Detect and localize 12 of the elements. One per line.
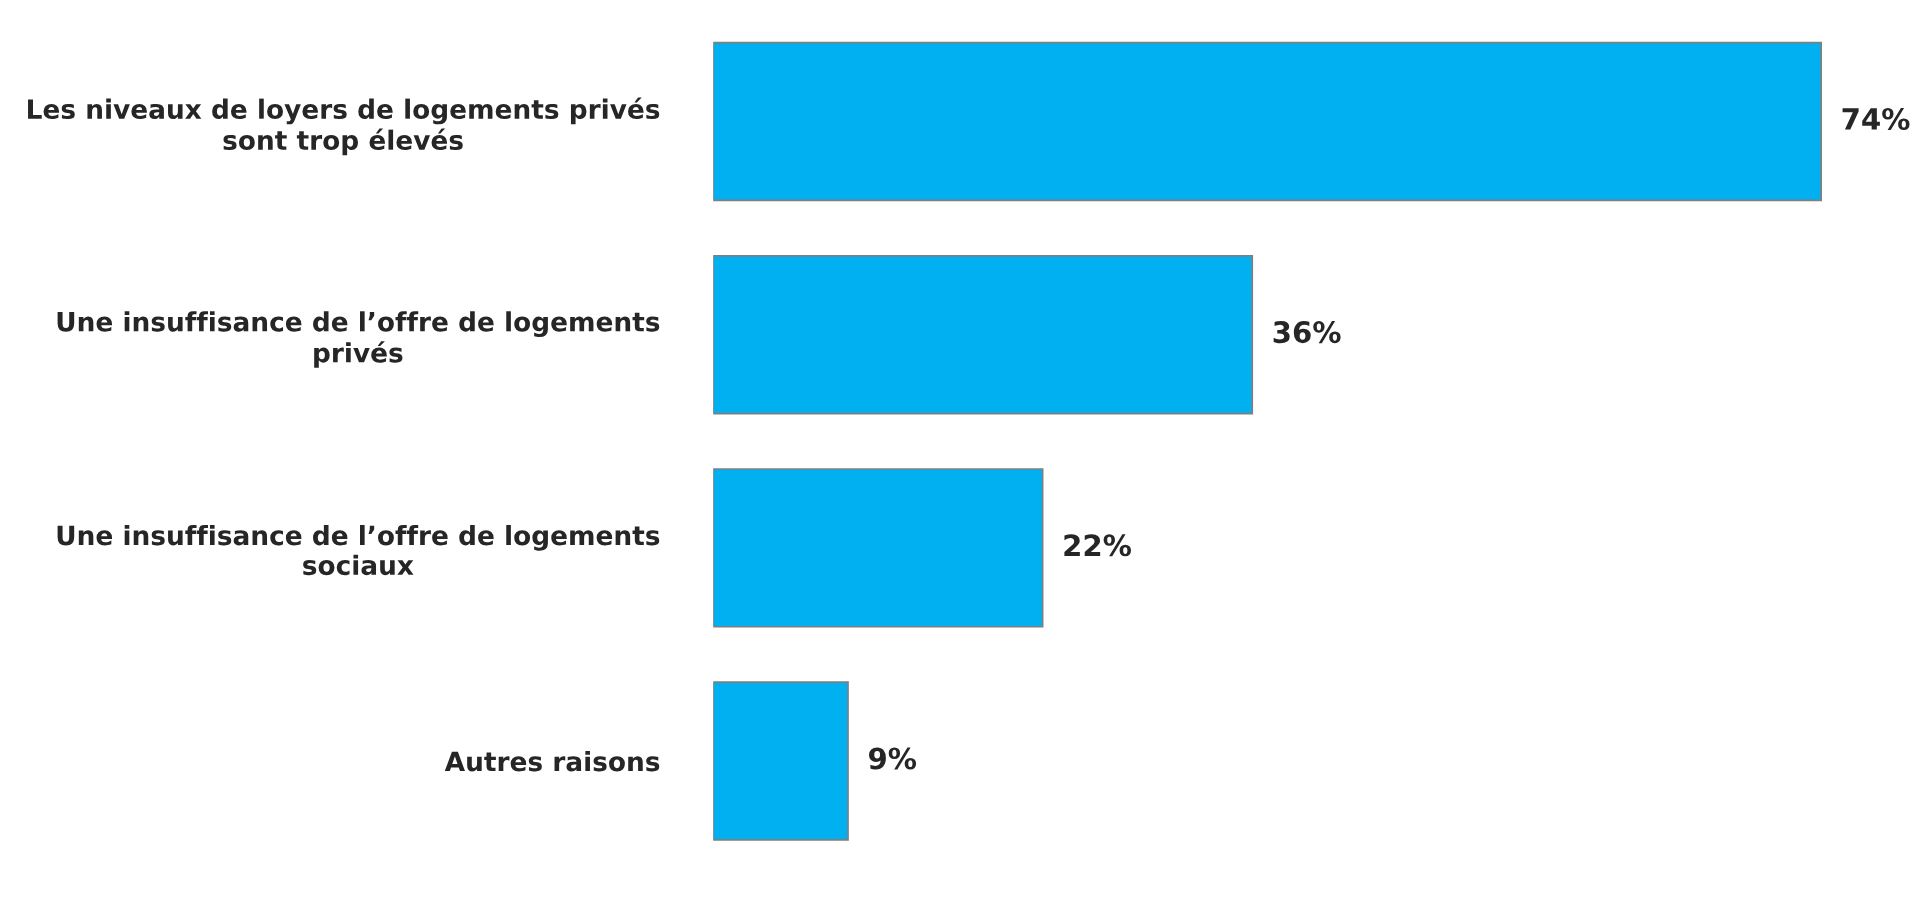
bar xyxy=(713,41,1823,202)
y-tick-label: Une insuffisance de l’offre de logements privés xyxy=(57,311,660,368)
y-tick-label: Une insuffisance de l’offre de logements sociaux xyxy=(57,524,660,576)
bar xyxy=(713,468,1044,628)
data-label: 36% xyxy=(1273,321,1341,344)
data-label: 22% xyxy=(1064,534,1131,557)
y-tick-label: Autres raisons xyxy=(444,751,660,772)
bar xyxy=(713,681,849,841)
data-label: 74% xyxy=(1842,107,1910,130)
y-tick-label: Les niveaux de loyers de logements privés sont trop élevés xyxy=(28,97,660,156)
bar xyxy=(713,254,1254,415)
data-label: 9% xyxy=(868,747,917,770)
